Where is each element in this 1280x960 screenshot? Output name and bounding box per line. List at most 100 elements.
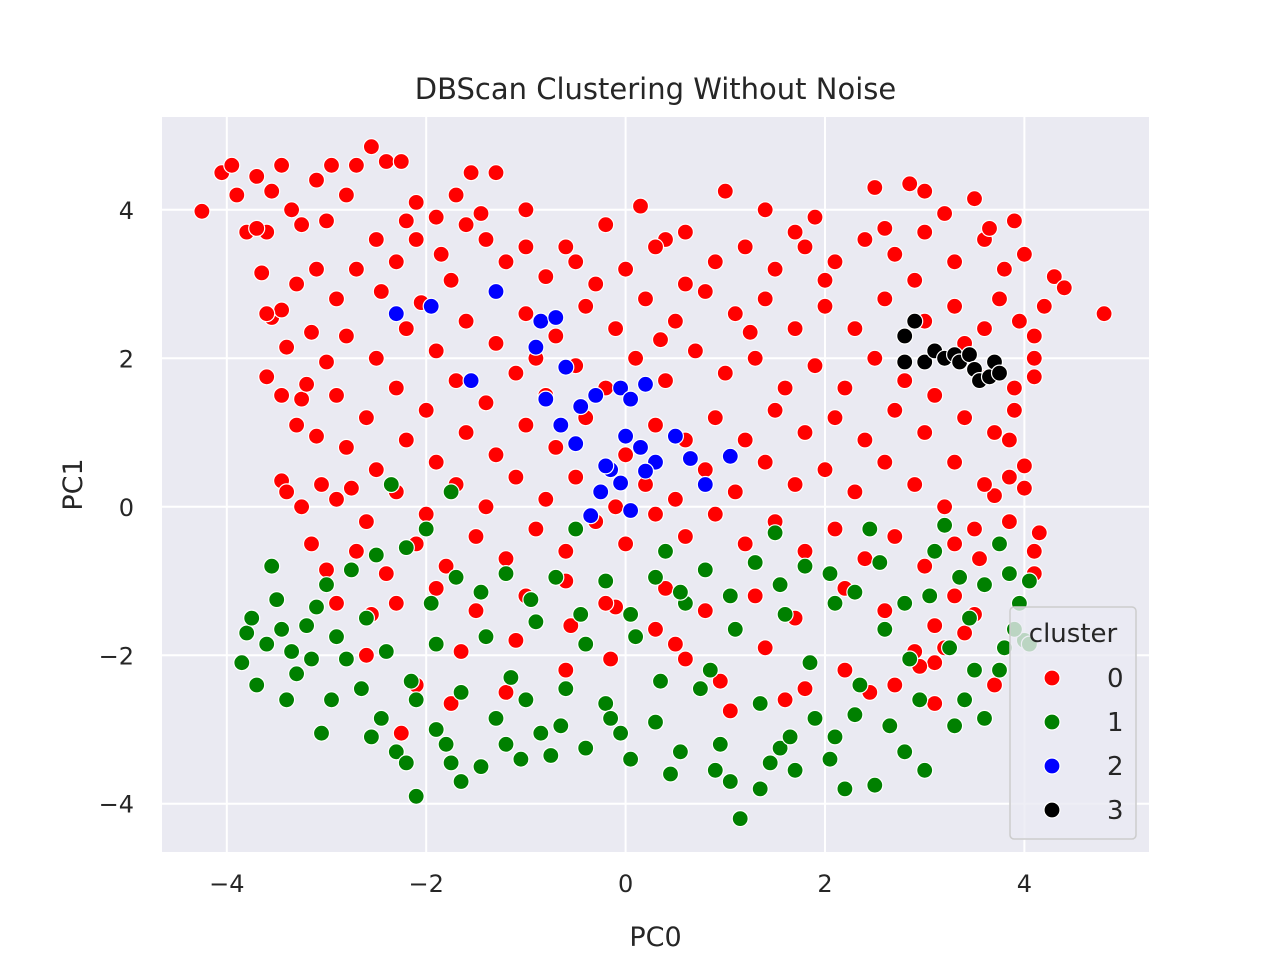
point-cluster-0 — [537, 490, 555, 508]
point-cluster-0 — [995, 260, 1014, 278]
point-cluster-0 — [786, 223, 804, 241]
point-cluster-1 — [916, 761, 934, 779]
point-cluster-0 — [387, 379, 405, 397]
point-cluster-2 — [666, 427, 685, 445]
point-cluster-1 — [447, 568, 465, 586]
point-cluster-0 — [656, 372, 675, 390]
point-cluster-0 — [427, 579, 445, 598]
point-cluster-1 — [821, 564, 839, 583]
point-cluster-1 — [452, 683, 470, 702]
point-cluster-0 — [746, 349, 764, 367]
point-cluster-1 — [417, 520, 435, 538]
point-cluster-0 — [886, 676, 904, 694]
point-cluster-0 — [606, 498, 625, 516]
point-cluster-0 — [711, 672, 729, 690]
point-cluster-1 — [706, 761, 724, 779]
point-cluster-0 — [278, 483, 296, 501]
point-cluster-0 — [746, 587, 764, 605]
point-cluster-0 — [317, 212, 336, 230]
point-cluster-1 — [407, 691, 425, 709]
point-cluster-0 — [985, 676, 1004, 694]
point-cluster-0 — [562, 616, 580, 635]
x-axis-label: PC0 — [629, 922, 681, 953]
point-cluster-1 — [342, 561, 360, 579]
point-cluster-0 — [557, 542, 575, 560]
point-cluster-0 — [935, 204, 954, 223]
point-cluster-0 — [756, 453, 774, 471]
point-cluster-1 — [761, 754, 779, 772]
point-cluster-0 — [507, 468, 525, 486]
point-cluster-0 — [372, 282, 390, 301]
point-cluster-2 — [696, 475, 714, 494]
point-cluster-0 — [228, 186, 246, 204]
point-cluster-0 — [631, 197, 650, 215]
point-cluster-1 — [487, 709, 505, 728]
point-cluster-1 — [437, 735, 455, 753]
point-cluster-0 — [288, 275, 306, 293]
point-cluster-0 — [766, 401, 784, 419]
point-cluster-1 — [846, 706, 864, 724]
point-cluster-2 — [621, 501, 640, 520]
point-cluster-0 — [517, 305, 535, 323]
point-cluster-1 — [387, 743, 405, 761]
point-cluster-1 — [781, 728, 799, 746]
x-tick-label: −2 — [409, 870, 444, 898]
point-cluster-0 — [906, 475, 924, 494]
point-cluster-0 — [776, 379, 794, 397]
point-cluster-0 — [1005, 401, 1024, 419]
point-cluster-1 — [243, 609, 261, 627]
point-cluster-2 — [527, 338, 545, 356]
point-cluster-2 — [567, 435, 585, 453]
point-cluster-0 — [417, 401, 435, 419]
point-cluster-1 — [721, 772, 739, 791]
point-cluster-1 — [901, 650, 919, 668]
point-cluster-1 — [851, 676, 869, 694]
point-cluster-0 — [347, 156, 365, 174]
legend-marker-0 — [1043, 669, 1061, 687]
point-cluster-3 — [906, 312, 924, 330]
legend-label-1: 1 — [1107, 708, 1124, 738]
point-cluster-0 — [756, 201, 774, 219]
point-cluster-1 — [621, 750, 640, 768]
point-cluster-0 — [427, 453, 445, 471]
point-cluster-0 — [362, 138, 380, 156]
point-cluster-0 — [796, 238, 814, 256]
data-points — [193, 138, 1113, 828]
point-cluster-0 — [258, 305, 276, 323]
point-cluster-0 — [597, 594, 615, 612]
point-cluster-0 — [676, 223, 695, 241]
point-cluster-0 — [896, 372, 914, 390]
point-cluster-1 — [382, 475, 400, 494]
point-cluster-1 — [442, 754, 460, 772]
point-cluster-1 — [312, 724, 331, 742]
point-cluster-0 — [447, 372, 465, 390]
point-cluster-1 — [427, 635, 445, 653]
point-cluster-1 — [273, 620, 291, 638]
point-cluster-1 — [1000, 564, 1019, 583]
point-cluster-1 — [527, 613, 545, 631]
point-cluster-0 — [856, 550, 874, 568]
point-cluster-1 — [691, 680, 710, 698]
point-cluster-1 — [402, 672, 420, 690]
point-cluster-0 — [273, 156, 291, 174]
point-cluster-2 — [422, 297, 440, 315]
point-cluster-0 — [327, 594, 346, 612]
point-cluster-2 — [557, 358, 575, 376]
point-cluster-0 — [437, 557, 455, 575]
point-cluster-0 — [876, 290, 894, 308]
point-cluster-1 — [696, 561, 714, 579]
point-cluster-0 — [417, 505, 435, 523]
point-cluster-0 — [312, 475, 331, 494]
point-cluster-0 — [477, 498, 495, 516]
point-cluster-0 — [567, 253, 585, 271]
point-cluster-0 — [945, 297, 964, 315]
point-cluster-0 — [616, 535, 635, 553]
point-cluster-1 — [477, 628, 495, 646]
point-cluster-1 — [1020, 572, 1039, 590]
point-cluster-1 — [821, 750, 839, 768]
point-cluster-1 — [278, 691, 296, 709]
point-cluster-0 — [1010, 312, 1029, 330]
point-cluster-0 — [935, 498, 954, 516]
point-cluster-1 — [965, 661, 984, 679]
point-cluster-0 — [293, 216, 311, 234]
